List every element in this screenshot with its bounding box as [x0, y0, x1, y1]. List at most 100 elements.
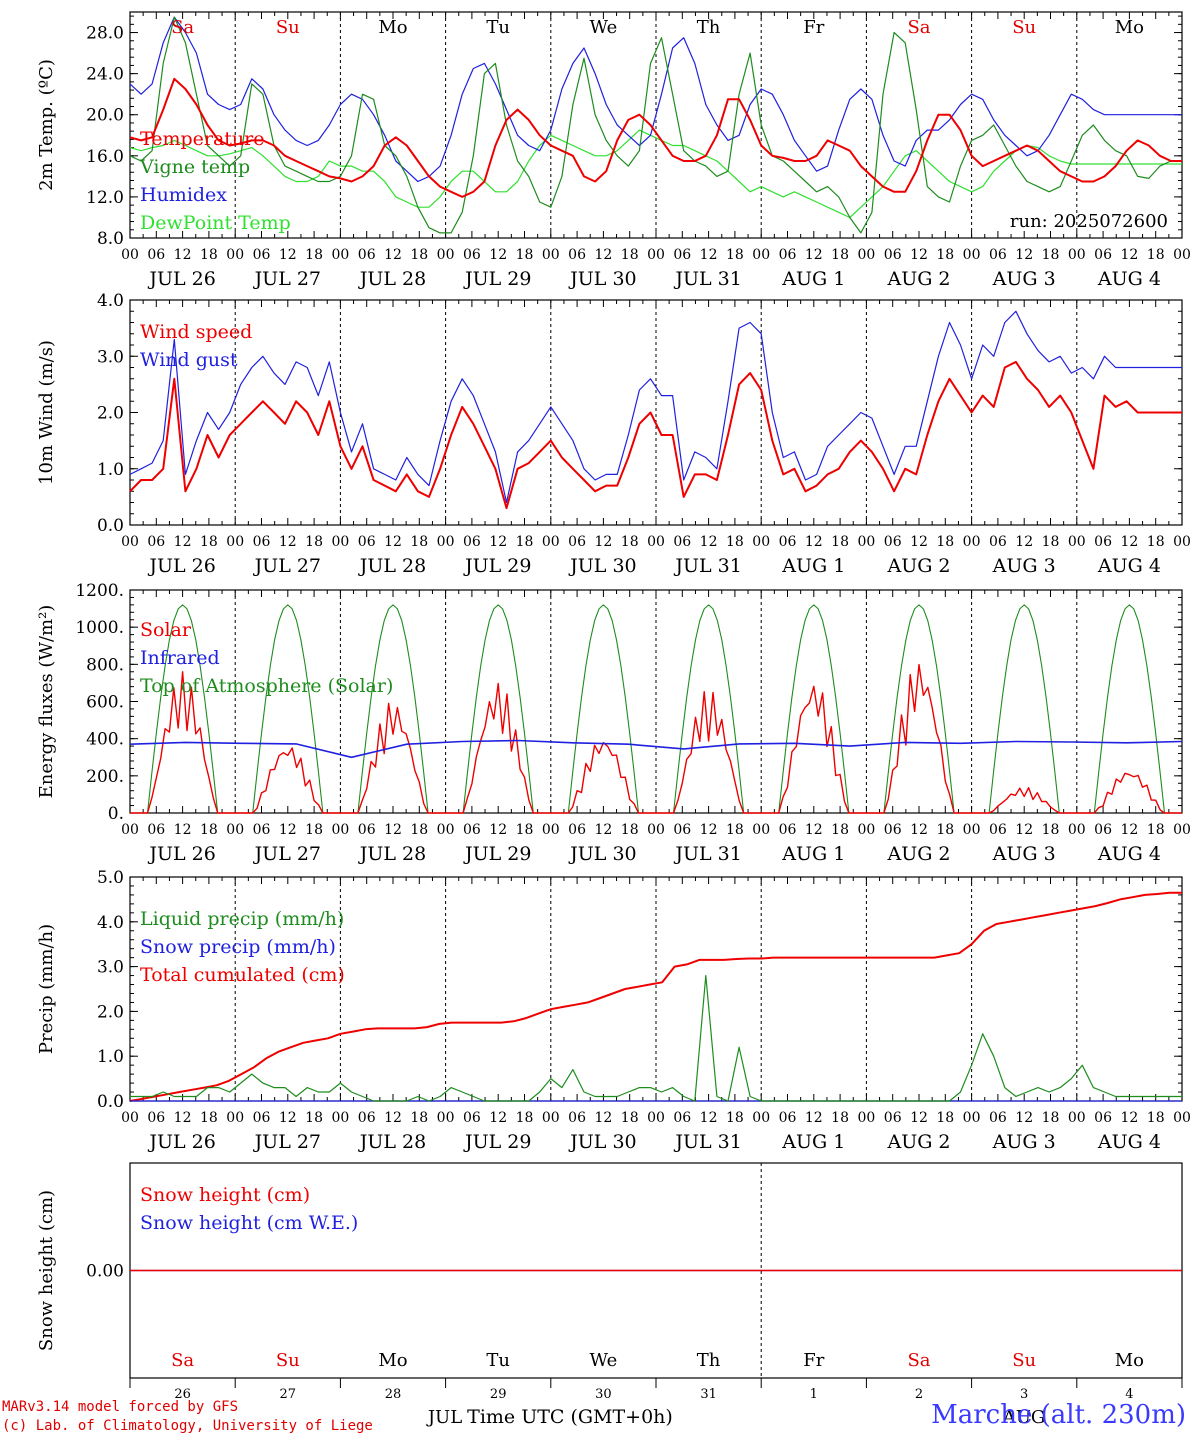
- legend-entry: DewPoint Temp: [140, 212, 291, 234]
- date-label: JUL 31: [673, 555, 741, 577]
- hour-label: 12: [594, 534, 612, 550]
- hour-label: 06: [989, 822, 1007, 838]
- credits-line-2: (c) Lab. of Climatology, University of L…: [2, 1418, 373, 1434]
- hour-label: 06: [989, 1110, 1007, 1126]
- hour-label: 06: [1094, 247, 1112, 263]
- hour-label: 06: [253, 822, 271, 838]
- date-label: JUL 28: [358, 1131, 426, 1153]
- hour-label: 06: [779, 1110, 797, 1126]
- y-tick-label: 200.: [86, 767, 124, 787]
- credits-line-1: MARv3.14 model forced by GFS: [2, 1399, 239, 1415]
- date-label: JUL 27: [253, 555, 321, 577]
- station-label: Marche (alt. 230m): [931, 1400, 1186, 1430]
- y-tick-label: 2.0: [97, 1002, 124, 1022]
- hour-label: 18: [200, 247, 218, 263]
- date-label: AUG 2: [886, 1131, 950, 1153]
- hour-label: 06: [463, 822, 481, 838]
- hour-label: 12: [384, 822, 402, 838]
- hour-label: 18: [936, 534, 954, 550]
- hour-label: 18: [621, 822, 639, 838]
- hour-label: 12: [174, 1110, 192, 1126]
- hour-label: 12: [489, 822, 507, 838]
- hour-label: 18: [305, 822, 323, 838]
- hour-label: 12: [489, 534, 507, 550]
- hour-label: 18: [831, 822, 849, 838]
- series-wind-gust: [129, 310, 1182, 504]
- hour-label: 06: [884, 247, 902, 263]
- hour-label: 18: [516, 1110, 534, 1126]
- hour-label: 12: [279, 247, 297, 263]
- y-tick-label: 3.0: [97, 958, 124, 978]
- hour-label: 18: [1147, 1110, 1165, 1126]
- hour-label: 06: [463, 247, 481, 263]
- hour-label: 00: [752, 1110, 770, 1126]
- date-label: AUG 4: [1097, 555, 1161, 577]
- y-tick-label: 24.0: [86, 65, 124, 85]
- day-number: 2: [915, 1387, 923, 1402]
- hour-label: 00: [963, 822, 981, 838]
- hour-label: 18: [1042, 822, 1060, 838]
- hour-label: 18: [831, 247, 849, 263]
- y-tick-label: 0.0: [97, 1092, 124, 1112]
- date-label: JUL 26: [147, 1131, 215, 1153]
- hour-label: 18: [831, 1110, 849, 1126]
- hour-label: 00: [331, 534, 349, 550]
- hour-label: 12: [279, 822, 297, 838]
- credits: MARv3.14 model forced by GFS (c) Lab. of…: [2, 1398, 373, 1436]
- date-label: JUL 27: [253, 1131, 321, 1153]
- hour-label: 00: [1068, 1110, 1086, 1126]
- legend-entry: Temperature: [140, 128, 264, 150]
- hour-label: 12: [594, 822, 612, 838]
- day-number: 28: [385, 1387, 402, 1402]
- date-label: JUL 31: [673, 268, 741, 290]
- hour-label: 06: [358, 822, 376, 838]
- chart-text: 8.012.016.020.024.028.02m Temp. (ºC)00 06…: [36, 17, 1191, 1428]
- hour-label: 00: [121, 1110, 139, 1126]
- month-label-jul: JUL: [426, 1407, 462, 1428]
- date-label: AUG 4: [1097, 268, 1161, 290]
- date-label: JUL 27: [253, 268, 321, 290]
- hour-label: 00: [647, 1110, 665, 1126]
- y-axis-label: Energy fluxes (W/m²): [36, 605, 57, 799]
- hour-label: 06: [1094, 1110, 1112, 1126]
- hour-label: 06: [884, 1110, 902, 1126]
- date-label: JUL 30: [568, 555, 636, 577]
- hour-label: 12: [174, 822, 192, 838]
- legend-entry: Humidex: [140, 184, 227, 206]
- hour-label: 06: [147, 534, 165, 550]
- weekday-label-top: Sa: [907, 17, 930, 38]
- hour-label: 06: [673, 247, 691, 263]
- weekday-label-bottom: Sa: [171, 1350, 194, 1371]
- hour-label: 06: [147, 1110, 165, 1126]
- y-tick-label: 0.00: [86, 1262, 124, 1282]
- hour-label: 12: [1015, 247, 1033, 263]
- y-tick-label: 2.0: [97, 404, 124, 424]
- hour-label: 18: [1147, 822, 1165, 838]
- day-number: 26: [174, 1387, 191, 1402]
- hour-label: 12: [594, 1110, 612, 1126]
- date-label: AUG 1: [781, 1131, 845, 1153]
- hour-label: 00: [963, 534, 981, 550]
- hour-label: 12: [1120, 247, 1138, 263]
- series-vigne-temp: [129, 16, 1182, 234]
- hour-label: 12: [805, 247, 823, 263]
- legend-entry: Snow precip (mm/h): [140, 936, 336, 958]
- weekday-label-top: Su: [1012, 17, 1036, 38]
- hour-label: 12: [910, 1110, 928, 1126]
- hour-label: 00: [1173, 534, 1191, 550]
- hour-label: 06: [673, 1110, 691, 1126]
- hour-label: 06: [358, 247, 376, 263]
- series-toa-solar: [130, 604, 1182, 814]
- hour-label: 12: [384, 1110, 402, 1126]
- weekday-label-bottom: Su: [1012, 1350, 1036, 1371]
- plot-frame-energy: [129, 589, 1183, 814]
- hour-label: 00: [226, 1110, 244, 1126]
- hour-label: 18: [305, 1110, 323, 1126]
- hour-label: 00: [752, 247, 770, 263]
- hour-label: 00: [647, 534, 665, 550]
- hour-label: 00: [857, 822, 875, 838]
- hour-label: 18: [936, 1110, 954, 1126]
- weekday-label-top: Mo: [1115, 17, 1144, 38]
- hour-label: 06: [673, 822, 691, 838]
- day-number: 1: [810, 1387, 818, 1402]
